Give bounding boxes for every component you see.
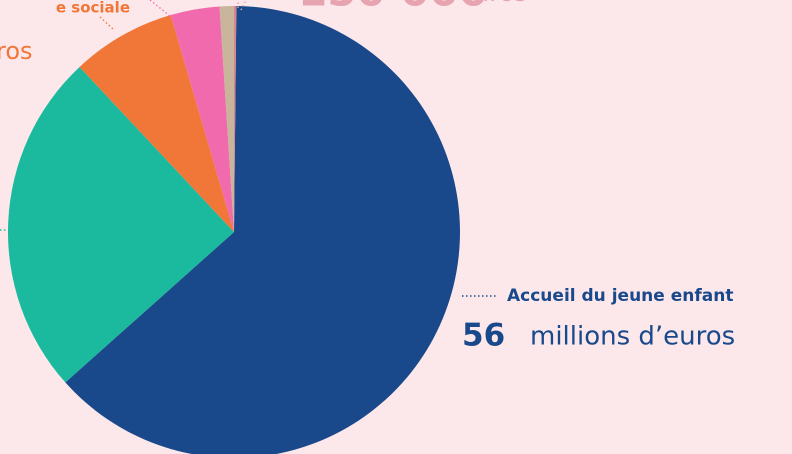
unit-label: ros [0, 37, 33, 65]
slice [219, 6, 234, 233]
value-label: 56 [462, 318, 505, 354]
slice [170, 6, 234, 233]
pie [7, 5, 460, 454]
slice [65, 6, 460, 454]
slice [233, 5, 237, 232]
leader-line [99, 16, 115, 31]
slice [79, 15, 234, 232]
unit-label: euros [458, 0, 527, 7]
leader-line [237, 0, 247, 11]
unit-label: millions d’euros [530, 322, 735, 352]
leader-line [149, 0, 171, 17]
slice-label: Accueil du jeune enfant [507, 286, 733, 306]
slice [7, 66, 234, 383]
value-label: 150 000 [298, 0, 488, 16]
slice-label: e sociale [56, 0, 130, 17]
